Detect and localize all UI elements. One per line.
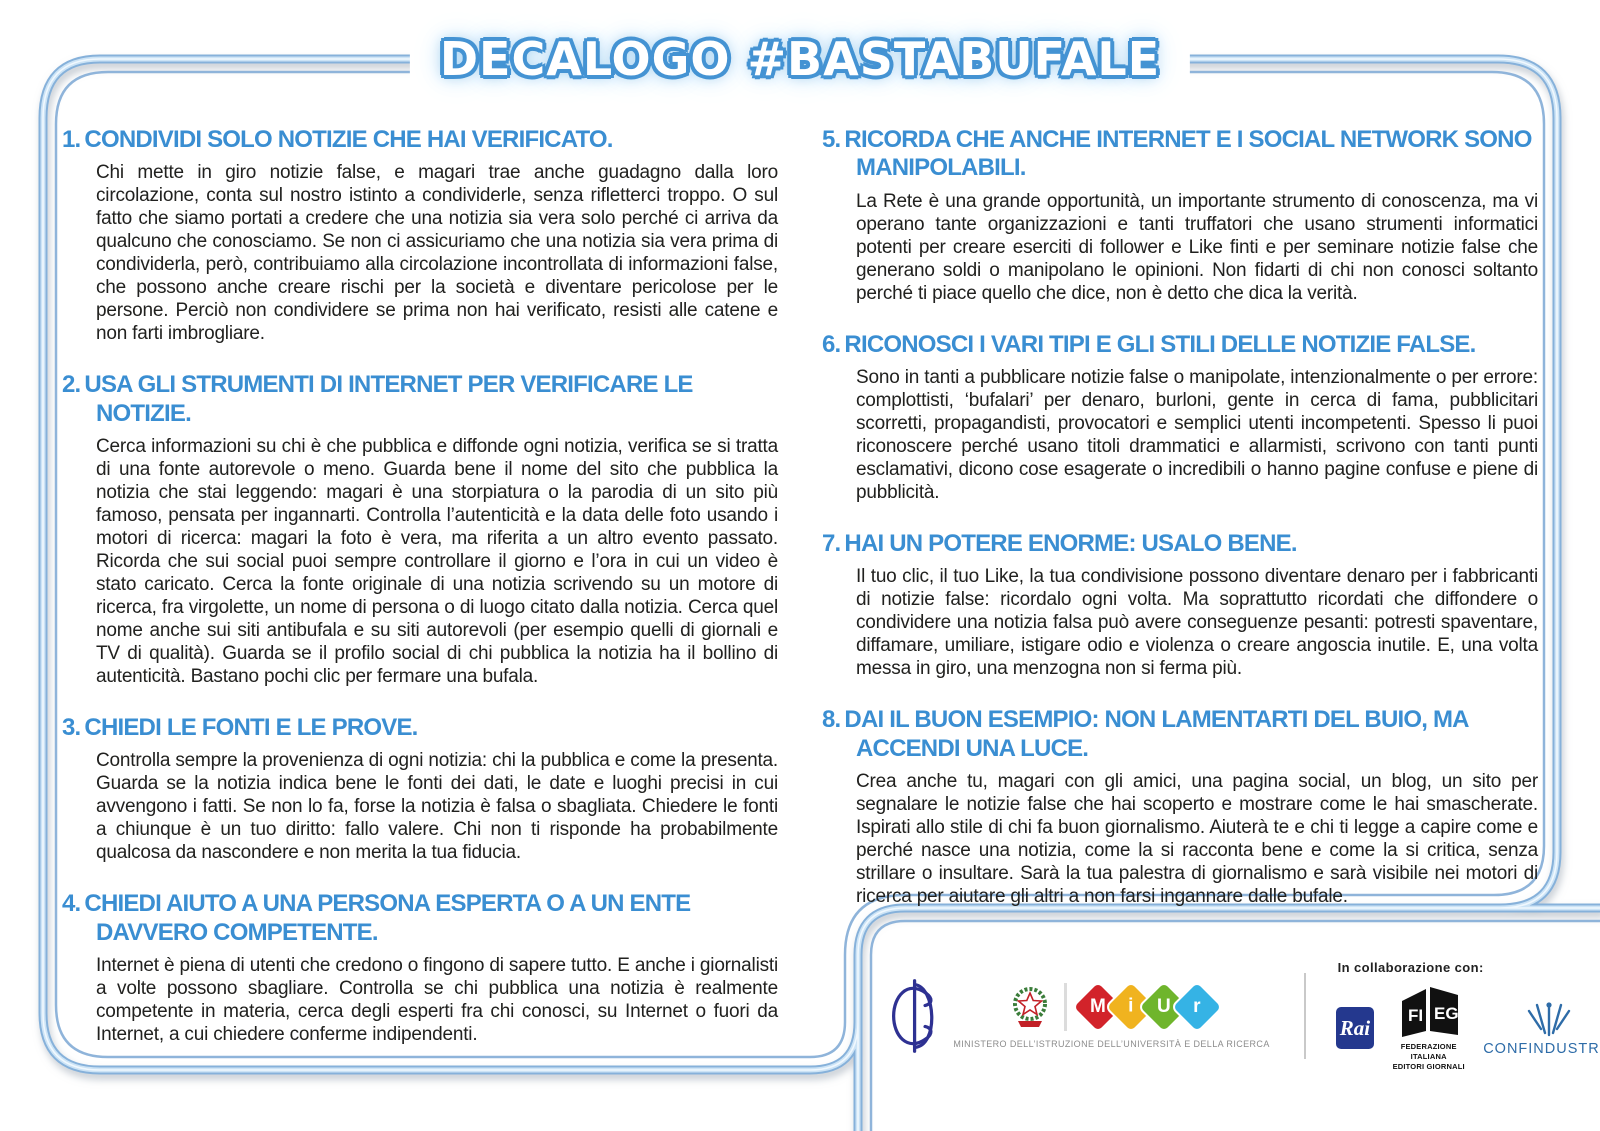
partner-logos-row: Rai FI EG FEDERAZIONE ITALIANA EDITORI G… [1335, 985, 1600, 1071]
left-column: 1. CONDIVIDI SOLO NOTIZIE CHE HAI VERIFIC… [62, 126, 778, 1046]
section-heading: 8. DAI IL BUON ESEMPIO: NON LAMENTARTI DE… [822, 706, 1538, 763]
section-heading-text: DAI IL BUON ESEMPIO: NON LAMENTARTI DEL … [844, 706, 1468, 762]
fieg-letters: EG [1434, 1004, 1459, 1023]
section-7: 7. HAI UN POTERE ENORME: USALO BENE. Il t… [822, 530, 1538, 680]
section-body: Il tuo clic, il tuo Like, la tua condivi… [856, 566, 1538, 680]
section-heading: 4. CHIEDI AIUTO A UNA PERSONA ESPERTA O A… [62, 890, 778, 947]
section-5: 5. RICORDA CHE ANCHE INTERNET E I SOCIAL … [822, 126, 1538, 305]
section-heading-text: RICORDA CHE ANCHE INTERNET E I SOCIAL NE… [844, 126, 1532, 182]
section-body: Chi mette in giro notizie false, e magar… [96, 162, 778, 345]
fieg-caption-line: EDITORI GIORNALI [1392, 1061, 1465, 1071]
ministry-logos: M i U r [1008, 979, 1224, 1034]
section-number: 5. [822, 126, 841, 153]
section-number: 1. [62, 126, 81, 153]
section-heading-text: CHIEDI LE FONTI E LE PROVE. [84, 713, 418, 741]
section-body: Cerca informazioni su chi è che pubblica… [96, 435, 778, 687]
section-number: 6. [822, 330, 841, 358]
logos-row: M i U r MINISTERO DELL’ISTRUZIONE DELL’U… [886, 960, 1600, 1071]
section-number: 4. [62, 890, 81, 918]
section-4: 4. CHIEDI AIUTO A UNA PERSONA ESPERTA O A… [62, 890, 778, 1046]
section-heading-text: RICONOSCI I VARI TIPI E GLI STILI DELLE … [844, 330, 1476, 358]
frame-outer-tube [38, 54, 1600, 1131]
confindustria-logo: CONFINDUSTRIA [1483, 999, 1600, 1057]
ministry-caption: MINISTERO DELL’ISTRUZIONE DELL’UNIVERSIT… [953, 1038, 1270, 1049]
ministry-mini-divider [1063, 982, 1067, 1031]
collaboration-label: In collaborazione con: [1337, 960, 1484, 975]
section-heading: 3. CHIEDI LE FONTI E LE PROVE. [62, 714, 778, 742]
miur-letter: M [1089, 995, 1106, 1017]
section-heading-text: CHIEDI AIUTO A UNA PERSONA ESPERTA O A U… [84, 890, 691, 946]
section-number: 2. [62, 371, 81, 399]
section-heading-text: HAI UN POTERE ENORME: USALO BENE. [844, 529, 1297, 557]
section-number: 7. [822, 529, 841, 557]
collaboration-group: In collaborazione con: Rai FI EG FEDERAZ… [1335, 960, 1600, 1071]
fieg-caption: FEDERAZIONE ITALIANA EDITORI GIORNALI [1389, 1042, 1468, 1071]
section-number: 8. [822, 706, 841, 734]
section-heading: 5. RICORDA CHE ANCHE INTERNET E I SOCIAL … [822, 126, 1538, 183]
miur-letter: r [1192, 995, 1201, 1017]
section-2: 2. USA GLI STRUMENTI DI INTERNET PER VERI… [62, 371, 778, 688]
rai-logo: Rai [1335, 1007, 1375, 1050]
section-1: 1. CONDIVIDI SOLO NOTIZIE CHE HAI VERIFIC… [62, 126, 778, 345]
right-column: 5. RICORDA CHE ANCHE INTERNET E I SOCIAL … [822, 126, 1538, 908]
section-body: Controlla sempre la provenienza di ogni … [96, 750, 778, 864]
section-8: 8. DAI IL BUON ESEMPIO: NON LAMENTARTI DE… [822, 706, 1538, 908]
section-body: Sono in tanti a pubblicare notizie false… [856, 366, 1538, 503]
ministry-group: M i U r MINISTERO DELL’ISTRUZIONE DELL’U… [953, 979, 1270, 1049]
section-heading: 1. CONDIVIDI SOLO NOTIZIE CHE HAI VERIFIC… [62, 126, 778, 154]
section-number: 3. [62, 713, 81, 741]
confindustria-eagle-icon [1528, 1002, 1571, 1037]
section-body: Crea anche tu, magari con gli amici, una… [856, 770, 1538, 907]
fieg-book-icon: FI EG [1401, 987, 1459, 1037]
section-heading-text: USA GLI STRUMENTI DI INTERNET PER VERIFI… [84, 371, 693, 427]
section-3: 3. CHIEDI LE FONTI E LE PROVE. Controlla … [62, 714, 778, 864]
miur-letter: U [1156, 995, 1171, 1017]
frame-inner-line [54, 70, 1600, 1131]
section-heading: 6. RICONOSCI I VARI TIPI E GLI STILI DELL… [822, 331, 1538, 359]
section-heading: 2. USA GLI STRUMENTI DI INTERNET PER VERI… [62, 371, 778, 428]
confindustria-wordmark: CONFINDUSTRIA [1483, 1041, 1600, 1058]
logos-panel: M i U r MINISTERO DELL’ISTRUZIONE DELL’U… [872, 932, 1600, 1131]
miur-diamond-r: r [1169, 979, 1224, 1034]
section-heading-text: CONDIVIDI SOLO NOTIZIE CHE HAI VERIFICAT… [84, 126, 613, 153]
section-body: La Rete è una grande opportunità, un imp… [856, 190, 1538, 304]
miur-letter: i [1127, 995, 1134, 1017]
fieg-logo: FI EG FEDERAZIONE ITALIANA EDITORI GIORN… [1389, 985, 1468, 1071]
fieg-letters: FI [1408, 1006, 1423, 1025]
fieg-caption-line: FEDERAZIONE ITALIANA [1400, 1042, 1457, 1061]
section-heading: 7. HAI UN POTERE ENORME: USALO BENE. [822, 530, 1538, 558]
miur-logo: M i U r [1070, 979, 1224, 1034]
camera-dei-deputati-logo-icon [892, 978, 934, 1053]
section-body: Internet è piena di utenti che credono o… [96, 954, 778, 1045]
page-title: DECALOGO #BASTABUFALE [409, 30, 1191, 92]
section-6: 6. RICONOSCI I VARI TIPI E GLI STILI DELL… [822, 331, 1538, 504]
collaboration-divider [1303, 972, 1306, 1059]
italy-emblem-icon [1012, 986, 1047, 1027]
